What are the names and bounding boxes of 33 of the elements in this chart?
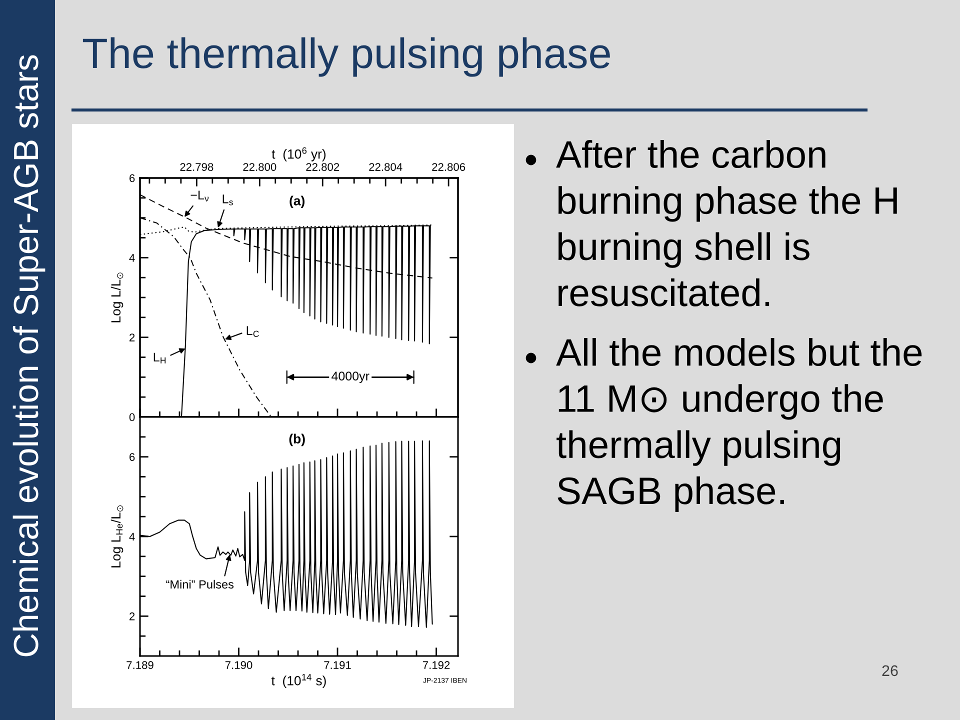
y-tick-label: 2	[130, 612, 135, 620]
x2-tick-label: 22.806	[432, 163, 466, 171]
x2-tick-label: 22.802	[306, 163, 340, 171]
x-tick-label: 7.191	[324, 661, 351, 670]
annotation: L$_{C}$	[246, 326, 259, 337]
chart-title: The thermally pulsing phase	[82, 37, 610, 77]
x2-tick-label: 22.800	[243, 163, 276, 171]
annotation: L$_{s}$	[222, 194, 233, 206]
x-tick-label: 7.189	[126, 661, 154, 670]
y-tick-label: 4	[129, 254, 135, 262]
annotation: L$_{H}$	[154, 352, 166, 364]
annotation: (a)	[290, 196, 304, 208]
x-axis-title: t (10$^{14}$ s)	[271, 674, 326, 688]
y-tick-label: 4	[129, 532, 135, 541]
y-tick-label: 6	[130, 174, 135, 182]
annotation: 4000yr	[332, 372, 370, 383]
y-tick-label: 0	[129, 413, 135, 422]
x-tick-label: 7.192	[422, 661, 450, 670]
text: 26	[882, 665, 898, 676]
y-axis-title: Log L$_{He}$/L$_{⊙}$	[110, 505, 124, 568]
x2-tick-label: 22.804	[369, 163, 402, 171]
y-axis-title: Log L/L$_{⊙}$	[110, 272, 124, 322]
text: All the models but the 11 M⊙ undergo the thermally pulsing SAGB phase.	[556, 338, 922, 512]
annotation: “Mini” Pulses	[166, 580, 234, 589]
text: Chemical evolution of Super-AGB stars	[12, 55, 46, 656]
y-tick-label: 6	[130, 453, 135, 461]
x2-tick-label: 22.798	[180, 163, 214, 171]
y-tick-label: 2	[130, 334, 135, 342]
x-tick-label: 7.190	[225, 661, 252, 670]
text: After the carbon burning phase the H burning shell is resuscitated.	[556, 140, 897, 306]
x2-axis-title: t (10$^{6}$ yr)	[272, 147, 326, 162]
annotation: −L$_{ν}$	[190, 190, 209, 202]
annotation: (b)	[289, 434, 305, 446]
